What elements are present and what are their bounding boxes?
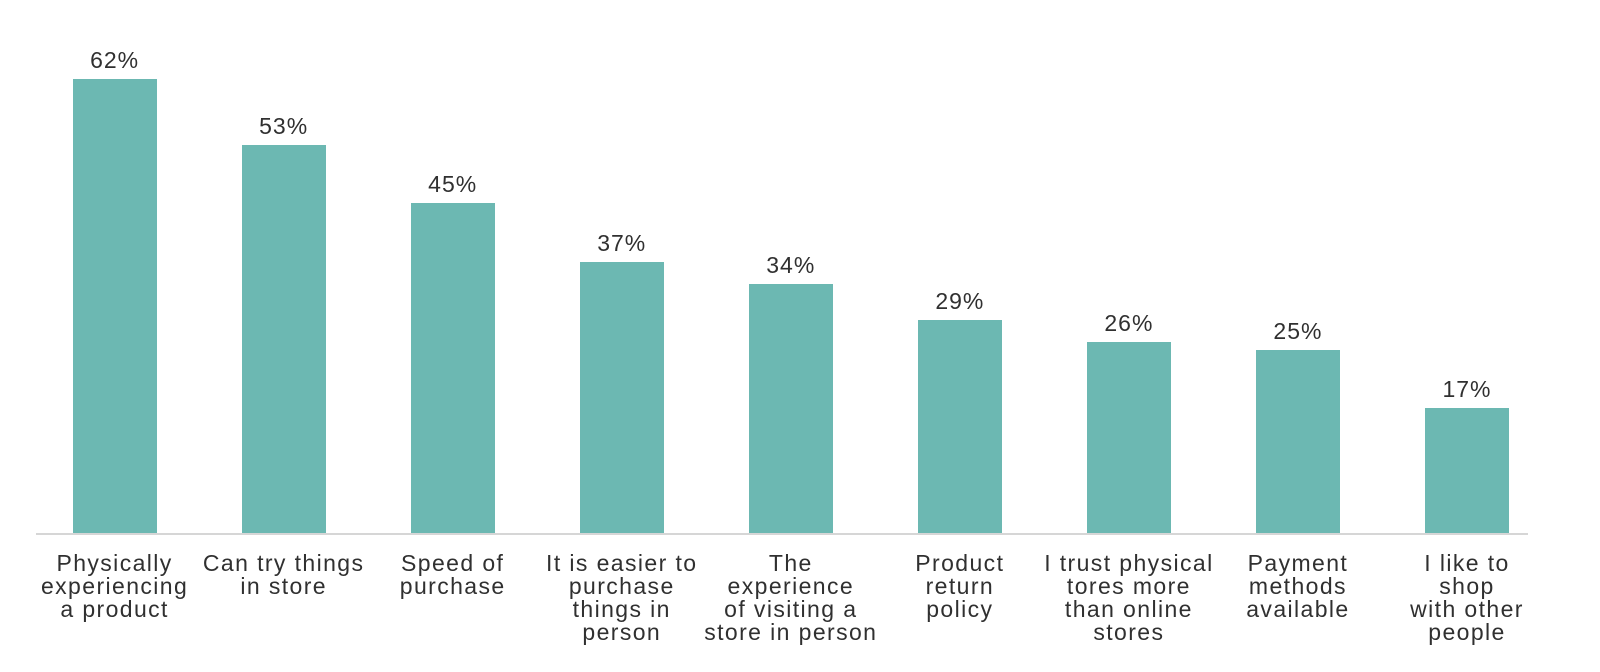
bar (1086, 342, 1171, 533)
category-label: Can try things in store (202, 550, 365, 600)
category-label: I trust physical tores more than online … (1044, 550, 1214, 646)
bar (1255, 350, 1340, 533)
category-label: The experience of visiting a store in pe… (704, 550, 878, 646)
category-label: It is easier to purchase things in perso… (546, 550, 698, 646)
bar (72, 79, 157, 533)
bar-value-label: 45% (428, 171, 478, 197)
bar-value-label: 26% (1104, 310, 1154, 336)
bar (1425, 408, 1509, 533)
bar (917, 320, 1002, 533)
bar (579, 262, 664, 533)
bar (241, 145, 326, 533)
bar-value-label: 29% (935, 288, 985, 314)
category-label: Speed of purchase (399, 550, 506, 600)
bar-value-label: 34% (766, 252, 816, 278)
bar (748, 284, 833, 533)
bar-value-label: 62% (90, 47, 140, 73)
category-label: Product return policy (915, 550, 1005, 623)
bar-value-label: 53% (259, 113, 309, 139)
bar-value-label: 17% (1442, 376, 1492, 402)
bar-value-label: 25% (1273, 318, 1323, 344)
x-axis-line (36, 533, 1528, 535)
category-label: Physically experiencing a product (40, 550, 189, 623)
bar-value-label: 37% (597, 230, 647, 256)
category-label: Payment methods available (1246, 550, 1350, 623)
bar (410, 203, 495, 533)
category-label: I like to shop with other people (1410, 550, 1524, 646)
